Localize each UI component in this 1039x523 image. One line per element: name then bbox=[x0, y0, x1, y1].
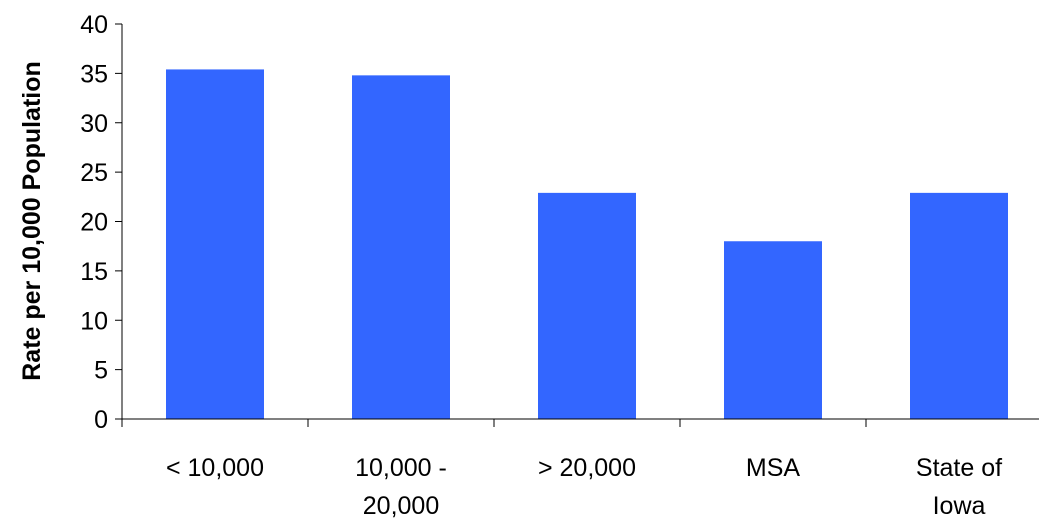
x-category-label: State of Iowa bbox=[916, 454, 1002, 518]
y-tick-label: 35 bbox=[80, 60, 108, 88]
x-category-label-line: Iowa bbox=[933, 492, 986, 518]
bar bbox=[352, 75, 450, 419]
y-tick-label: 10 bbox=[80, 307, 108, 335]
x-category-label-line: 20,000 bbox=[363, 492, 439, 518]
x-category-label: > 20,000 bbox=[538, 454, 636, 482]
axes-group bbox=[115, 23, 1039, 427]
y-tick-label: 30 bbox=[80, 110, 108, 138]
bars-group bbox=[166, 69, 1008, 420]
y-tick-label: 5 bbox=[94, 357, 108, 385]
bar bbox=[910, 192, 1008, 419]
y-tick-label: 20 bbox=[80, 209, 108, 237]
x-category-label-line: 10,000 - bbox=[355, 454, 447, 482]
y-tick-labels: 0 5 10 15 20 25 30 35 40 bbox=[80, 11, 108, 434]
x-category-label: MSA bbox=[746, 454, 801, 482]
x-category-label-line: > 20,000 bbox=[538, 454, 636, 482]
y-axis-title-group: Rate per 10,000 Population bbox=[18, 61, 46, 381]
bar bbox=[724, 241, 822, 419]
x-category-label: 10,000 - 20,000 bbox=[355, 454, 447, 518]
y-tick-label: 40 bbox=[80, 11, 108, 39]
bar bbox=[166, 69, 264, 420]
x-category-label: < 10,000 bbox=[166, 454, 264, 482]
y-axis-title: Rate per 10,000 Population bbox=[18, 61, 46, 381]
bar bbox=[538, 192, 636, 419]
x-category-label-line: State of bbox=[916, 454, 1002, 482]
y-tick-label: 15 bbox=[80, 258, 108, 286]
y-tick-label: 0 bbox=[94, 406, 108, 434]
y-tick-label: 25 bbox=[80, 159, 108, 187]
x-category-label-line: < 10,000 bbox=[166, 454, 264, 482]
x-tick-labels: < 10,000 10,000 - 20,000 > 20,000 MSA State o… bbox=[166, 454, 1002, 520]
x-category-label-line: MSA bbox=[746, 454, 801, 482]
